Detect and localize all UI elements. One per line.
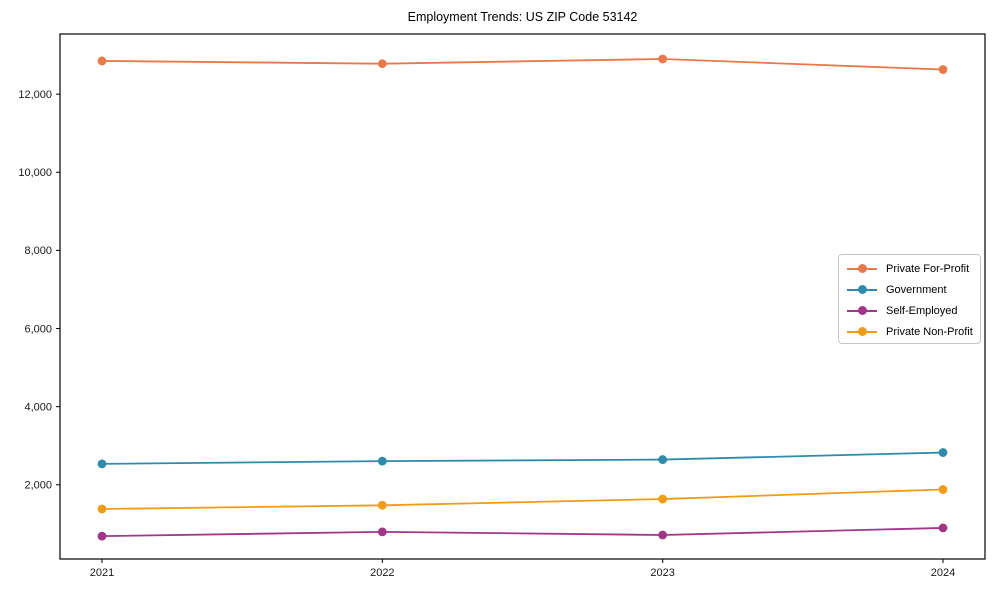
- x-tick-label: 2021: [90, 567, 114, 579]
- data-point: [97, 56, 107, 66]
- y-tick-label: 6,000: [24, 323, 52, 335]
- y-tick-label: 4,000: [24, 401, 52, 413]
- line-marker-icon: [847, 306, 877, 316]
- line-marker-icon: [847, 264, 877, 274]
- y-tick-label: 10,000: [18, 167, 52, 179]
- data-point: [658, 54, 668, 64]
- data-point: [658, 494, 668, 504]
- legend-label: Self-Employed: [886, 304, 958, 317]
- data-point: [938, 523, 948, 533]
- chart-legend: Private For-Profit Government Self-Emplo…: [838, 254, 981, 344]
- legend-label: Private Non-Profit: [886, 325, 973, 338]
- data-point: [938, 448, 948, 457]
- data-point: [97, 459, 107, 469]
- legend-item-private-for-profit: Private For-Profit: [847, 258, 974, 279]
- data-point: [938, 65, 948, 74]
- series-line-self-employed: [101, 527, 944, 538]
- series-line-private-non-profit: [101, 488, 944, 510]
- data-point: [377, 527, 387, 537]
- y-tick-label: 2,000: [24, 480, 52, 492]
- data-point: [377, 456, 387, 466]
- chart-title: Employment Trends: US ZIP Code 53142: [407, 10, 638, 24]
- line-marker-icon: [847, 327, 877, 337]
- data-point: [658, 455, 668, 464]
- x-tick-label: 2024: [931, 567, 955, 579]
- series-line-private-for-profit: [101, 58, 944, 71]
- legend-item-self-employed: Self-Employed: [847, 300, 974, 321]
- line-marker-icon: [847, 285, 877, 295]
- data-point: [377, 500, 387, 510]
- y-tick-label: 8,000: [24, 245, 52, 257]
- data-point: [377, 59, 387, 69]
- legend-label: Private For-Profit: [886, 262, 970, 275]
- plot-border: [59, 33, 986, 560]
- x-tick-label: 2022: [370, 567, 394, 579]
- data-point: [97, 531, 107, 541]
- legend-item-private-non-profit: Private Non-Profit: [847, 321, 974, 342]
- data-point: [938, 485, 948, 494]
- x-tick-label: 2023: [650, 567, 674, 579]
- data-point: [97, 504, 107, 514]
- series-line-government: [101, 451, 944, 465]
- legend-item-government: Government: [847, 279, 974, 300]
- data-point: [658, 530, 668, 540]
- y-tick-label: 12,000: [18, 89, 52, 101]
- legend-label: Government: [886, 283, 947, 296]
